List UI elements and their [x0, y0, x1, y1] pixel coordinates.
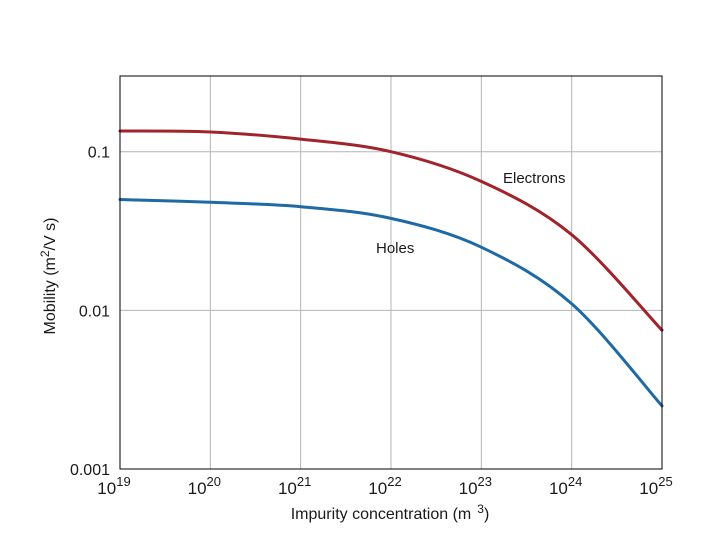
y-axis-label-exponent: 2: [38, 250, 52, 257]
x-tick-exponent: 23: [478, 474, 492, 489]
x-axis-label-exponent: 3: [477, 502, 484, 516]
grid-lines: [120, 76, 662, 469]
x-axis-label-tail: ): [484, 506, 489, 523]
y-tick-label: 0.001: [70, 462, 110, 479]
x-tick-base: 10: [188, 479, 207, 498]
y-axis-label-tail: /V s): [42, 218, 59, 251]
plot-frame: [119, 75, 663, 470]
y-tick-label: 0.01: [79, 303, 110, 320]
x-tick-label: 1024: [549, 474, 582, 498]
x-tick-label: 1023: [459, 474, 492, 498]
x-tick-label: 1021: [278, 474, 311, 498]
x-tick-label: 1025: [639, 474, 672, 498]
x-tick-exponent: 20: [207, 474, 221, 489]
x-tick-exponent: 21: [297, 474, 311, 489]
x-axis-label-text: Impurity concentration (m: [291, 506, 472, 523]
x-tick-base: 10: [97, 479, 116, 498]
y-tick-label: 0.1: [88, 145, 110, 162]
series-line-electrons: [118, 129, 664, 332]
x-tick-exponent: 22: [387, 474, 401, 489]
series-labels: Electrons Holes: [376, 170, 566, 257]
x-axis-label: Impurity concentration (m 3): [291, 502, 490, 523]
y-axis-label-text: Mobility (m: [42, 257, 59, 334]
series-label-holes: Holes: [376, 240, 414, 257]
series-lines: [118, 129, 664, 408]
x-tick-base: 10: [459, 479, 478, 498]
x-tick-exponent: 24: [568, 474, 582, 489]
x-tick-base: 10: [278, 479, 297, 498]
y-axis-label: Mobility (m2/V s): [38, 218, 59, 335]
series-label-electrons: Electrons: [503, 170, 566, 187]
x-tick-label: 1019: [97, 474, 130, 498]
x-tick-label: 1020: [188, 474, 221, 498]
x-tick-exponent: 25: [658, 474, 672, 489]
x-tick-label: 1022: [368, 474, 401, 498]
x-tick-exponent: 19: [116, 474, 130, 489]
x-tick-base: 10: [639, 479, 658, 498]
series-line-holes: [118, 198, 664, 408]
x-tick-base: 10: [549, 479, 568, 498]
x-tick-base: 10: [368, 479, 387, 498]
